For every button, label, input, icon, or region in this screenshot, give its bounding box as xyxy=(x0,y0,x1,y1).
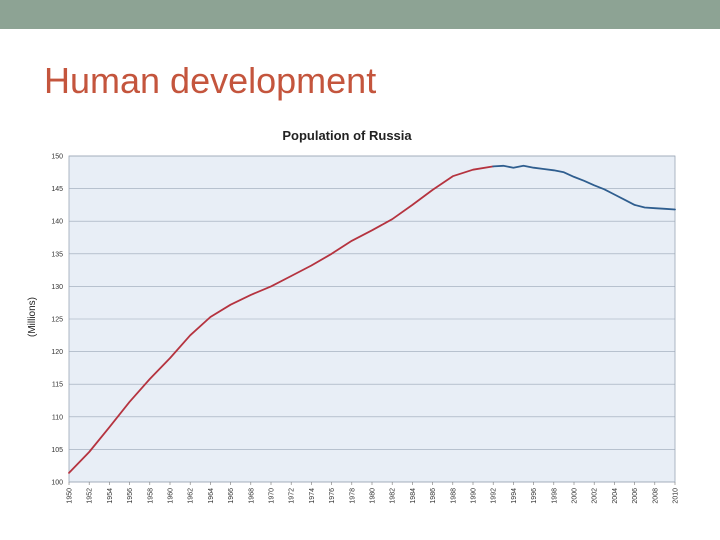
x-tick-label: 1956 xyxy=(127,488,134,504)
y-tick-label: 110 xyxy=(52,414,63,421)
x-tick-label: 1952 xyxy=(87,488,94,504)
x-tick-label: 1954 xyxy=(107,488,114,504)
y-tick-label: 135 xyxy=(51,251,63,258)
x-tick-label: 1998 xyxy=(551,488,558,504)
x-tick-label: 2008 xyxy=(652,488,659,504)
y-tick-label: 105 xyxy=(51,447,63,454)
chart-title: Population of Russia xyxy=(282,128,412,143)
x-tick-label: 1974 xyxy=(309,488,316,504)
x-ticks: 1950 1952 1954 1956 1958 1960 1962 1964 1966 1968… xyxy=(67,482,680,504)
slide-title: Human development xyxy=(44,60,377,101)
x-tick-label: 1992 xyxy=(491,488,498,504)
series-group xyxy=(68,164,676,474)
x-tick-label: 1972 xyxy=(289,488,296,504)
y-tick-label: 100 xyxy=(51,480,63,487)
y-ticks: 100 105 110 115 120 125 130 135 140 145 150 xyxy=(51,154,63,487)
x-tick-label: 1950 xyxy=(67,488,74,504)
y-tick-label: 115 xyxy=(52,382,63,389)
x-tick-label: 2004 xyxy=(612,488,619,504)
x-tick-label: 1960 xyxy=(168,488,175,504)
x-tick-label: 1968 xyxy=(248,488,255,504)
x-tick-label: 2010 xyxy=(673,488,680,504)
x-tick-label: 2006 xyxy=(632,488,639,504)
y-tick-label: 120 xyxy=(51,349,63,356)
x-tick-label: 1984 xyxy=(410,488,417,504)
x-tick-label: 1958 xyxy=(147,488,154,504)
x-tick-label: 1986 xyxy=(430,488,437,504)
x-tick-label: 1982 xyxy=(390,488,397,504)
y-tick-label: 125 xyxy=(51,317,63,324)
y-axis-label: (Millions) xyxy=(27,297,38,337)
x-tick-label: 1988 xyxy=(450,488,457,504)
x-tick-label: 2002 xyxy=(592,488,599,504)
top-bar xyxy=(0,0,720,29)
x-tick-label: 1964 xyxy=(208,488,215,504)
x-tick-label: 1980 xyxy=(370,488,377,504)
y-tick-label: 150 xyxy=(51,154,63,161)
series-line-2 xyxy=(492,164,676,211)
x-tick-label: 1978 xyxy=(349,488,356,504)
x-tick-label: 2000 xyxy=(572,488,579,504)
series-line-1 xyxy=(68,165,495,474)
y-tick-label: 130 xyxy=(51,284,63,291)
x-tick-label: 1962 xyxy=(188,488,195,504)
y-tick-label: 145 xyxy=(51,186,63,193)
x-tick-label: 1970 xyxy=(269,488,276,504)
x-tick-label: 1976 xyxy=(329,488,336,504)
x-tick-label: 1966 xyxy=(228,488,235,504)
x-tick-label: 1990 xyxy=(471,488,478,504)
x-tick-label: 1994 xyxy=(511,488,518,504)
x-tick-label: 1996 xyxy=(531,488,538,504)
y-tick-label: 140 xyxy=(51,219,63,226)
